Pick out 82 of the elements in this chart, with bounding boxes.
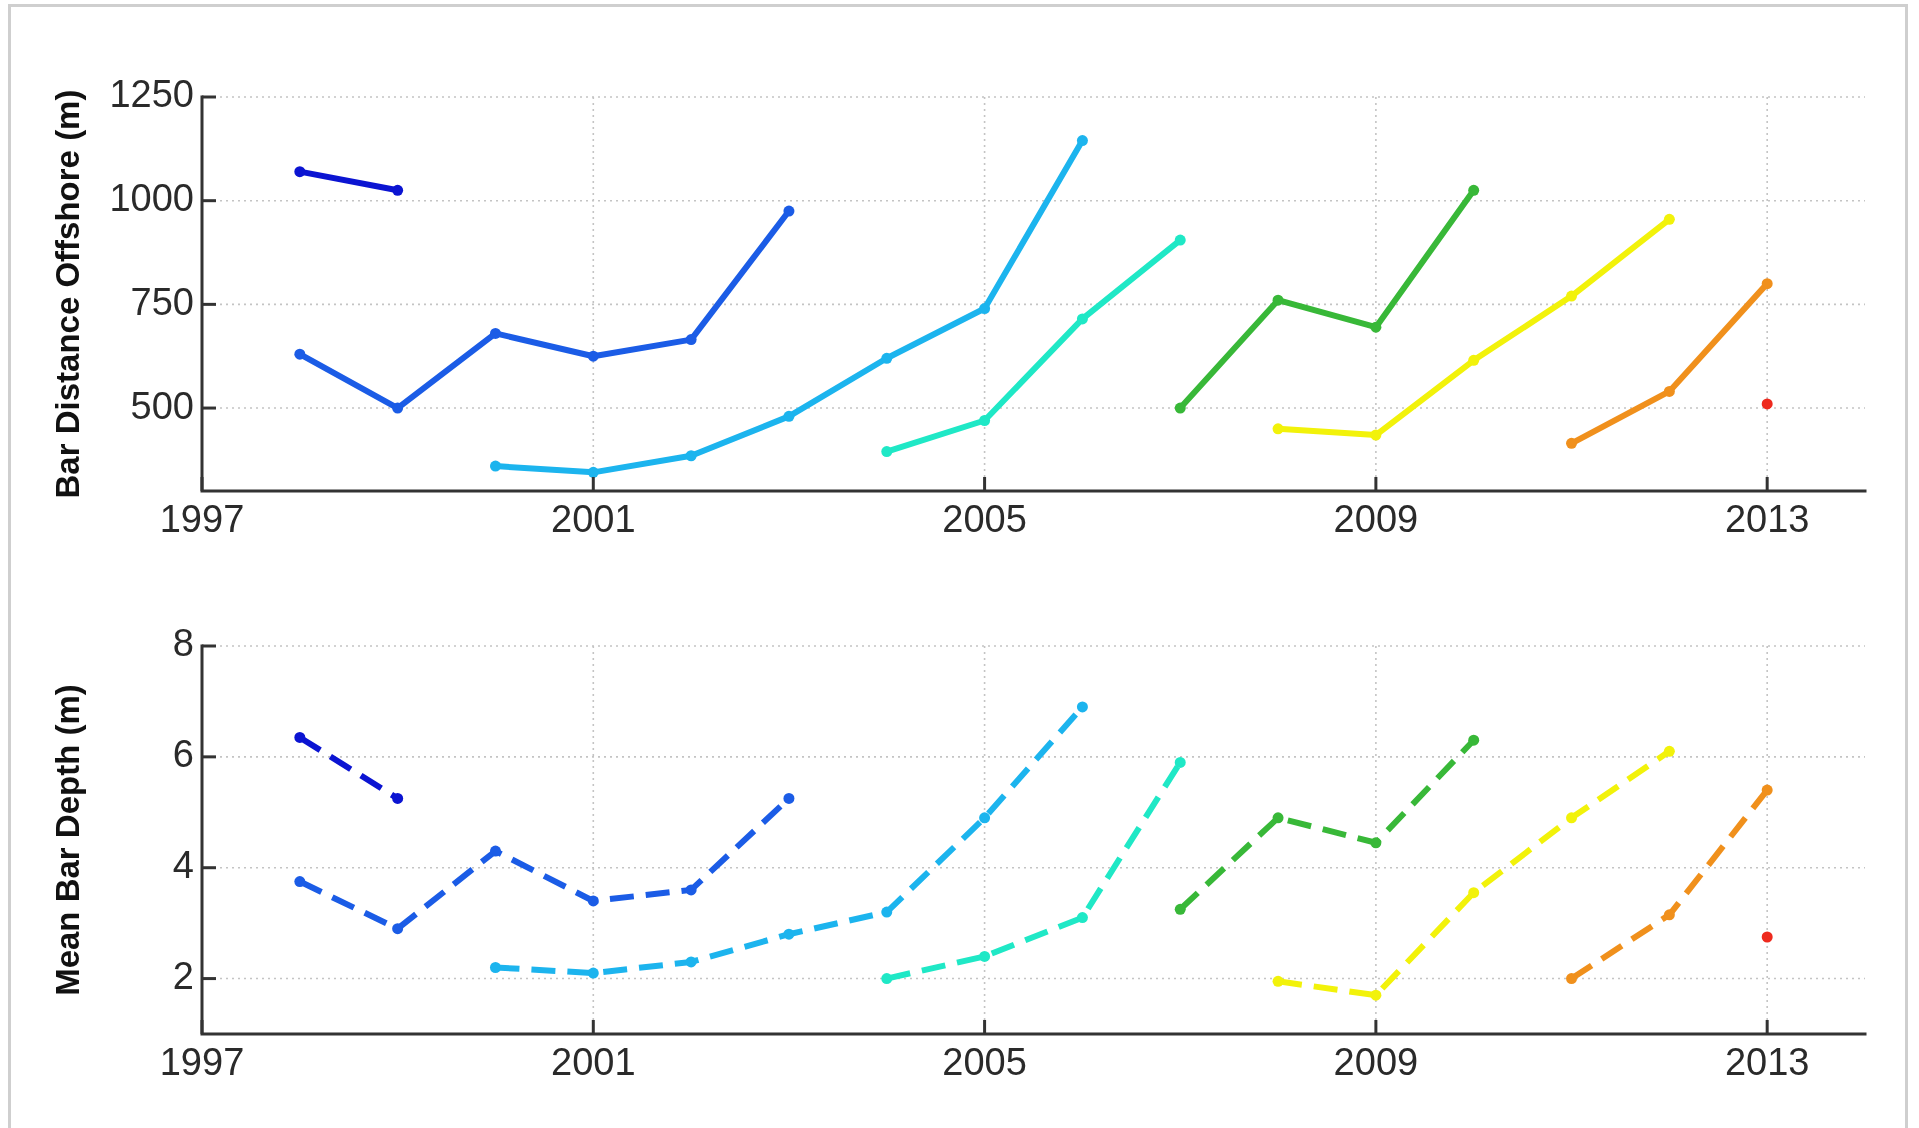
point xyxy=(1076,701,1088,713)
y-tick-label: 1000 xyxy=(109,177,194,220)
x-tick-label: 2005 xyxy=(942,1041,1027,1084)
point xyxy=(783,928,795,940)
point xyxy=(392,792,404,804)
point xyxy=(587,895,599,907)
point xyxy=(1174,903,1186,915)
point xyxy=(294,348,306,360)
point xyxy=(294,166,306,178)
x-tick-label: 2013 xyxy=(1724,1041,1810,1084)
point xyxy=(881,973,893,985)
point xyxy=(979,303,991,315)
point xyxy=(392,402,404,414)
y-tick-label: 4 xyxy=(172,844,194,887)
point xyxy=(1076,135,1088,147)
point xyxy=(1663,909,1675,921)
y-tick-label: 750 xyxy=(130,280,194,323)
point xyxy=(1370,429,1382,441)
point xyxy=(881,352,893,364)
point xyxy=(1272,294,1284,306)
y-tick-label: 6 xyxy=(172,733,194,776)
y-tick-label: 1250 xyxy=(109,73,194,116)
x-tick-label: 2009 xyxy=(1333,1041,1419,1084)
point xyxy=(489,845,501,857)
point xyxy=(1272,423,1284,435)
y-tick-label: 8 xyxy=(172,622,194,665)
point xyxy=(783,410,795,422)
point xyxy=(587,466,599,478)
point xyxy=(1663,213,1675,225)
point xyxy=(979,415,991,426)
point xyxy=(1566,973,1578,985)
point xyxy=(783,792,795,804)
point xyxy=(1761,784,1773,796)
x-tick-label: 2001 xyxy=(551,498,636,541)
point xyxy=(1468,887,1480,899)
point xyxy=(489,327,501,339)
point xyxy=(1761,278,1773,290)
point xyxy=(1272,975,1284,987)
point xyxy=(392,184,404,196)
point xyxy=(1663,385,1675,397)
point xyxy=(1174,402,1186,414)
point xyxy=(979,950,991,962)
point xyxy=(979,812,991,824)
point xyxy=(1370,989,1382,1001)
point xyxy=(1370,837,1382,849)
point xyxy=(1272,812,1284,824)
point xyxy=(1370,321,1382,333)
x-tick-label: 2009 xyxy=(1333,498,1419,541)
x-tick-label: 2001 xyxy=(551,1041,636,1084)
point xyxy=(294,876,306,888)
point xyxy=(1566,812,1578,824)
point xyxy=(489,460,501,472)
point xyxy=(1174,756,1186,768)
point xyxy=(1076,313,1088,325)
point xyxy=(783,205,795,217)
point xyxy=(1076,912,1088,924)
x-tick-label: 1997 xyxy=(159,498,245,541)
point xyxy=(587,350,599,362)
point xyxy=(685,956,697,968)
x-tick-label: 1997 xyxy=(159,1041,245,1084)
point xyxy=(881,446,893,458)
point xyxy=(1566,437,1578,449)
point xyxy=(881,906,893,918)
point xyxy=(1663,745,1675,757)
point xyxy=(294,731,306,743)
point xyxy=(1468,184,1480,196)
y-tick-label: 500 xyxy=(130,384,194,427)
point xyxy=(392,923,404,935)
point xyxy=(685,334,697,346)
point xyxy=(1468,734,1480,746)
point xyxy=(685,450,697,462)
point xyxy=(489,961,501,973)
point xyxy=(1174,234,1186,246)
y-axis-title: Bar Distance Offshore (m) xyxy=(48,89,86,499)
y-tick-label: 2 xyxy=(172,955,194,998)
point xyxy=(587,967,599,979)
point xyxy=(1566,290,1578,302)
x-tick-label: 2005 xyxy=(942,498,1027,541)
y-axis-title: Mean Bar Depth (m) xyxy=(48,684,86,996)
x-tick-label: 2013 xyxy=(1724,498,1810,541)
point xyxy=(685,884,697,896)
point xyxy=(1468,354,1480,366)
